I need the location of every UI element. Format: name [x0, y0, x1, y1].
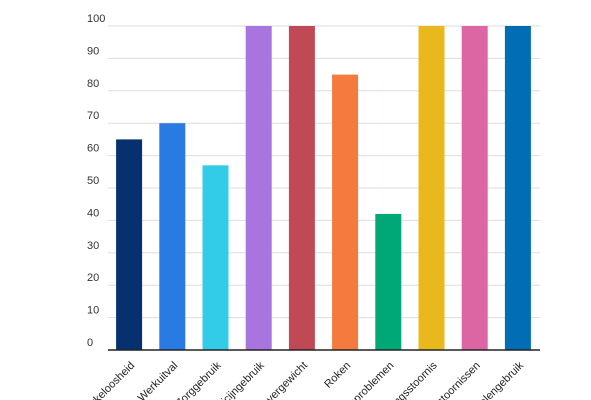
y-tick-label: 20	[87, 272, 99, 284]
x-category-label: rkeloosheid	[89, 360, 137, 400]
bar-5	[288, 26, 315, 350]
x-axis-category-labels: rkeloosheidWerkuitvalZorggebruikdicijnge…	[89, 359, 526, 400]
bar-9	[461, 26, 488, 350]
y-tick-label: 90	[87, 45, 99, 57]
x-category-label: Werkuitval	[136, 360, 181, 400]
y-tick-label: 70	[87, 110, 99, 122]
x-category-label: nproblemen	[347, 360, 397, 400]
bar-6	[332, 74, 359, 350]
x-category-label: dicijngebruik	[215, 359, 267, 400]
y-tick-label: 80	[87, 78, 99, 90]
y-axis-tick-labels: 0 10 20 30 40 50 60 70 80 90 100	[87, 13, 105, 349]
y-tick-label: 10	[87, 305, 99, 317]
x-category-label: Roken	[322, 360, 353, 391]
bar-8	[418, 26, 445, 350]
x-category-label: delengebruik	[473, 359, 526, 400]
y-tick-label: 40	[87, 207, 99, 219]
y-tick-label: 60	[87, 143, 99, 155]
bar-2	[159, 123, 186, 350]
bar-1	[116, 139, 143, 350]
bars	[116, 26, 531, 350]
y-tick-label: 0	[87, 337, 93, 349]
x-category-label: overgewicht	[260, 360, 310, 400]
y-tick-label: 100	[87, 13, 105, 25]
x-category-label: Zorggebruik	[174, 359, 224, 400]
x-category-label: tstoornissen	[432, 360, 482, 400]
bar-7	[375, 213, 402, 350]
bar-3	[202, 165, 229, 350]
bar-4	[245, 26, 272, 350]
y-tick-label: 30	[87, 240, 99, 252]
x-category-label: ingsstoornis	[390, 359, 440, 400]
y-tick-label: 50	[87, 175, 99, 187]
bar-10	[504, 26, 531, 350]
